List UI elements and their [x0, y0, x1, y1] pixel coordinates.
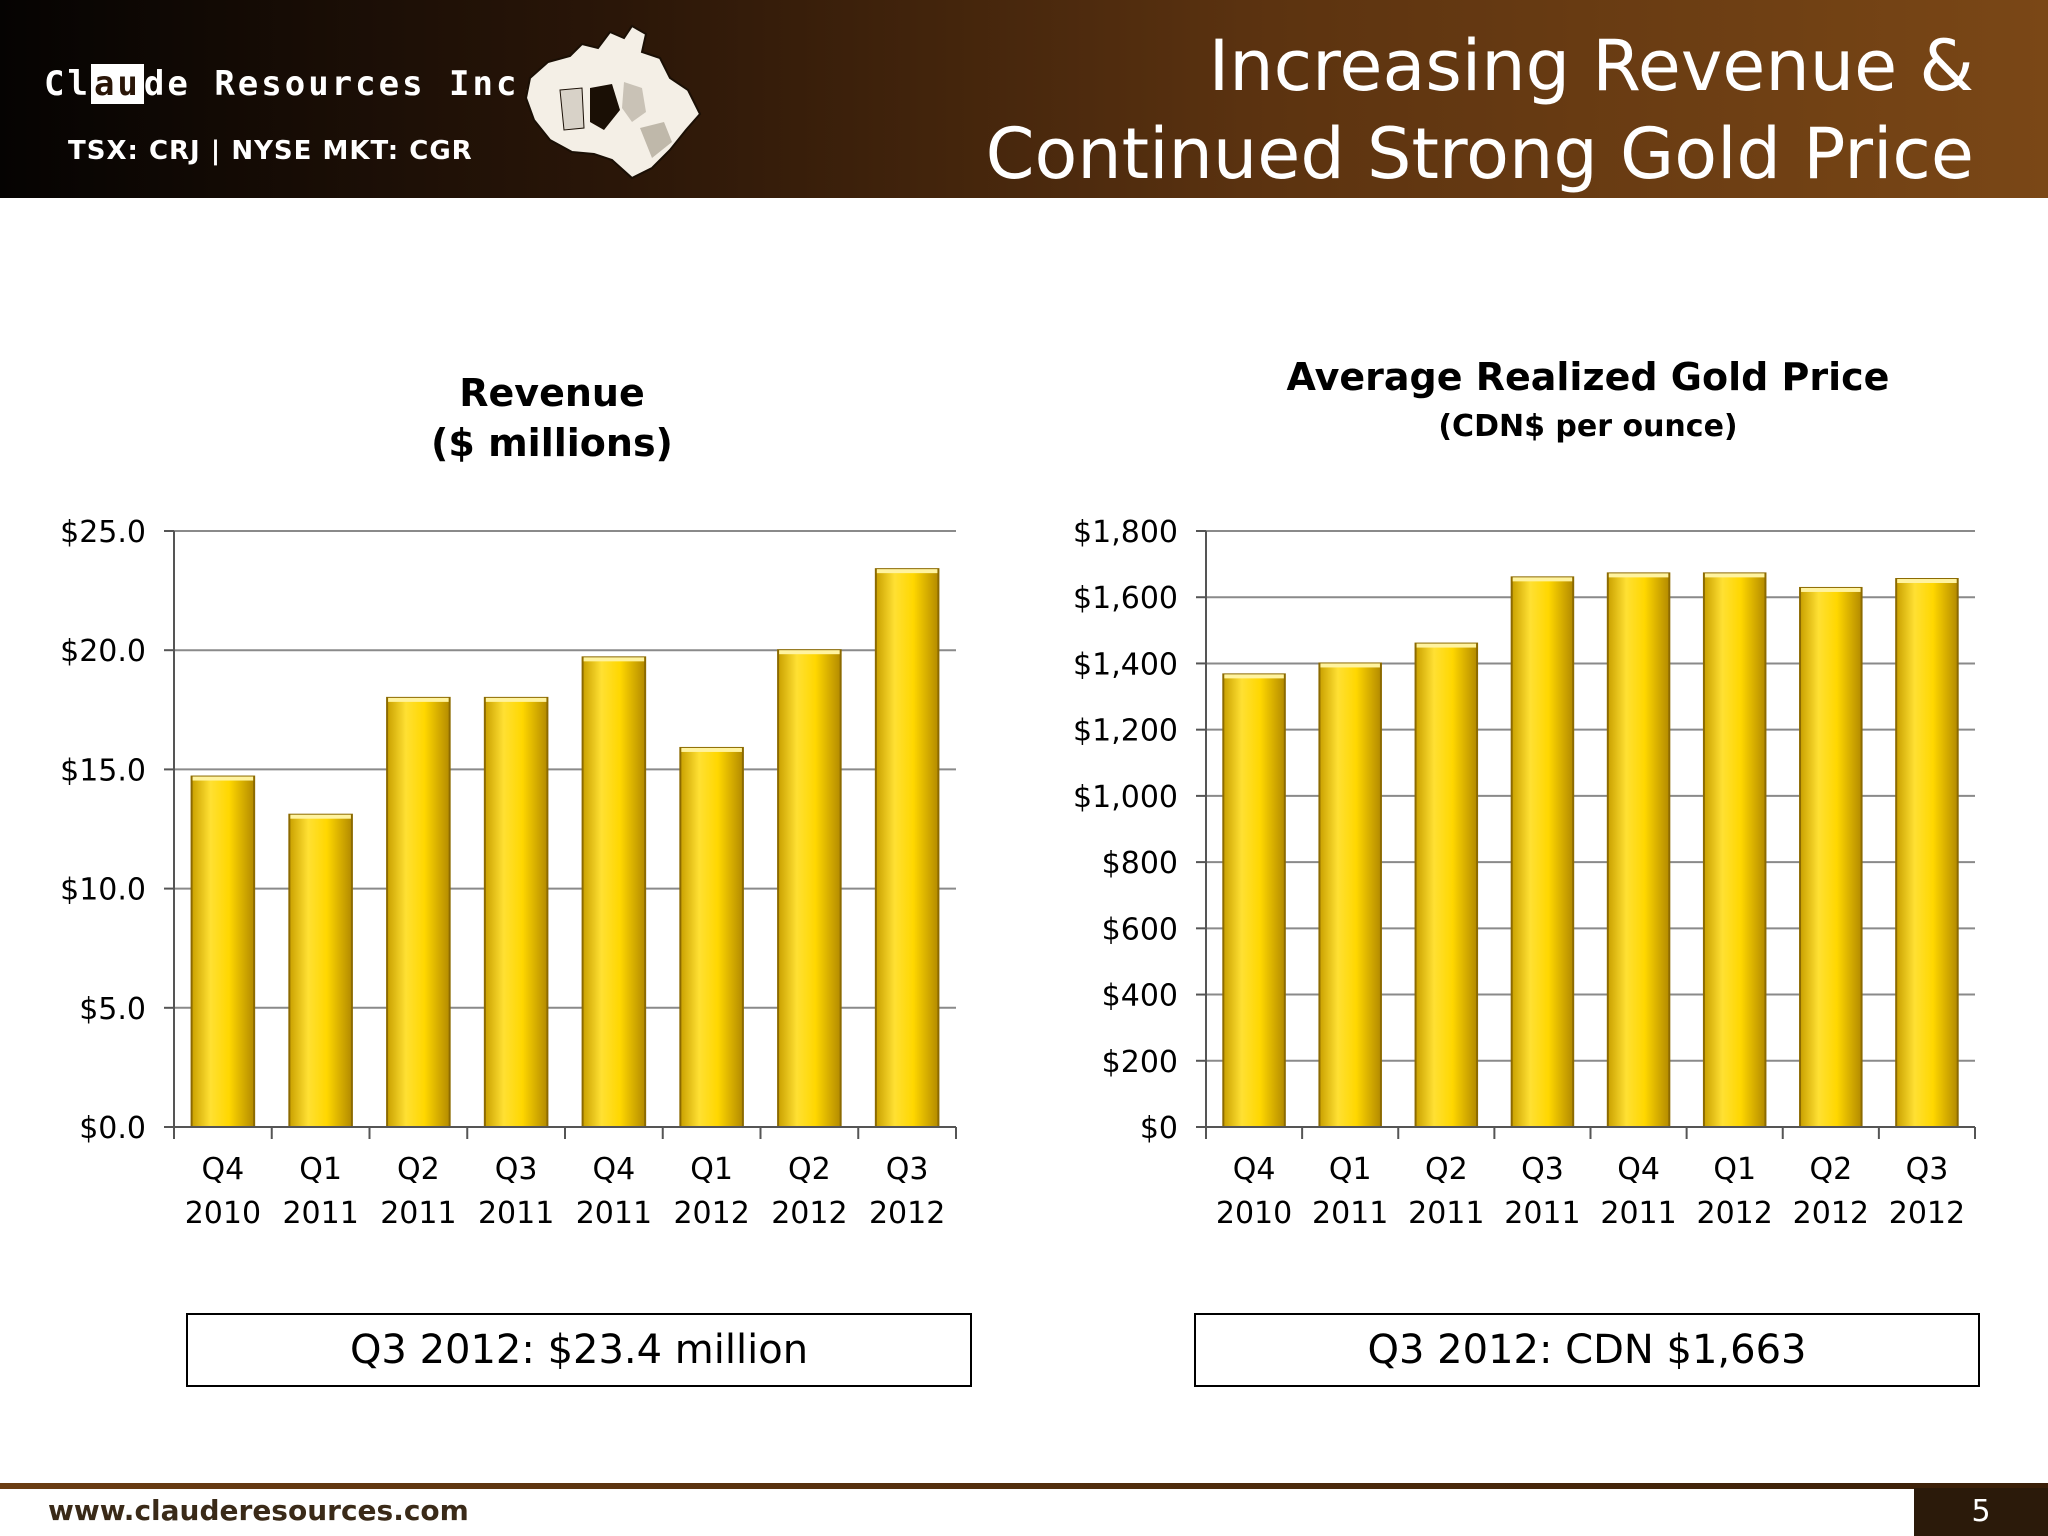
- revenue-callout: Q3 2012: $23.4 million: [186, 1313, 972, 1387]
- y-tick-label: $1,400: [1073, 647, 1178, 682]
- bar: [190, 775, 256, 1128]
- x-tick-label-quarter: Q1: [1713, 1152, 1756, 1187]
- x-tick-label-year: 2011: [1408, 1196, 1484, 1231]
- x-tick-label-year: 2011: [1312, 1196, 1388, 1231]
- bar: [777, 649, 842, 1128]
- x-tick-label-quarter: Q4: [202, 1152, 245, 1187]
- bar-highlight: [779, 650, 840, 655]
- revenue-chart: Revenue ($ millions) $0.0 $5.0 $10.0 $15.0 $20…: [60, 371, 957, 1231]
- x-tick-label-quarter: Q3: [495, 1152, 538, 1187]
- x-tick-label-year: 2012: [1697, 1196, 1773, 1231]
- x-tick-label-year: 2011: [576, 1196, 652, 1231]
- bar: [1606, 572, 1671, 1128]
- x-tick-label-quarter: Q4: [1233, 1152, 1276, 1187]
- x-tick-label-year: 2012: [1793, 1196, 1869, 1231]
- charts-canvas: Revenue ($ millions) $0.0 $5.0 $10.0 $15.0 $20…: [60, 355, 1976, 1231]
- x-tick-label-quarter: Q1: [1329, 1152, 1372, 1187]
- y-tick-label: $1,000: [1073, 780, 1178, 815]
- website-url: www.clauderesources.com: [48, 1494, 469, 1527]
- x-tick-label-year: 2012: [1889, 1196, 1965, 1231]
- x-tick-label-quarter: Q3: [1521, 1152, 1564, 1187]
- x-tick-label-quarter: Q2: [1425, 1152, 1468, 1187]
- bar-highlight: [1512, 577, 1573, 582]
- bar-highlight: [681, 747, 742, 752]
- gold-price-chart: Average Realized Gold Price (CDN$ per oun…: [1073, 355, 1976, 1231]
- bar-highlight: [192, 776, 254, 781]
- bar: [1702, 572, 1767, 1128]
- bar: [1318, 662, 1382, 1128]
- y-tick-label: $1,200: [1073, 714, 1178, 749]
- bar: [1895, 578, 1959, 1128]
- x-tick-label-year: 2011: [380, 1196, 456, 1231]
- bar: [581, 656, 647, 1128]
- y-tick-label: $15.0: [60, 753, 146, 788]
- bar-highlight: [876, 569, 938, 574]
- y-tick-label: $1,600: [1073, 581, 1178, 616]
- bar: [1414, 642, 1479, 1128]
- x-tick-label-year: 2010: [185, 1196, 261, 1231]
- y-tick-label: $20.0: [60, 634, 146, 669]
- footer-divider: [0, 1483, 2048, 1489]
- ticker-symbols: TSX: CRJ | NYSE MKT: CGR: [68, 136, 473, 166]
- x-tick-label-year: 2011: [1600, 1196, 1676, 1231]
- x-tick-label-quarter: Q4: [1617, 1152, 1660, 1187]
- y-tick-label: $400: [1102, 979, 1178, 1014]
- bar-highlight: [1416, 643, 1477, 648]
- y-tick-label: $0.0: [79, 1111, 146, 1146]
- y-tick-label: $5.0: [79, 992, 146, 1027]
- bar: [288, 813, 353, 1128]
- y-tick-label: $800: [1102, 846, 1178, 881]
- x-tick-label-year: 2011: [282, 1196, 358, 1231]
- title-line-1: Increasing Revenue &: [1208, 25, 1974, 107]
- bar-highlight: [1224, 674, 1284, 679]
- bar-highlight: [1704, 573, 1765, 578]
- x-tick-label-quarter: Q1: [299, 1152, 342, 1187]
- x-tick-label-quarter: Q2: [397, 1152, 440, 1187]
- bar: [386, 696, 451, 1128]
- bar: [874, 568, 940, 1128]
- x-tick-label-quarter: Q3: [1906, 1152, 1949, 1187]
- x-tick-label-year: 2012: [673, 1196, 749, 1231]
- bar-highlight: [485, 697, 547, 702]
- x-tick-label-year: 2011: [478, 1196, 554, 1231]
- y-tick-label: $600: [1102, 912, 1178, 947]
- bar: [483, 696, 549, 1128]
- x-tick-label-quarter: Q4: [593, 1152, 636, 1187]
- bar-highlight: [1897, 579, 1957, 584]
- title-line-2: Continued Strong Gold Price: [985, 113, 1974, 195]
- bar-highlight: [388, 697, 449, 702]
- y-tick-label: $25.0: [60, 515, 146, 550]
- bar-highlight: [583, 657, 645, 662]
- gold-price-callout: Q3 2012: CDN $1,663: [1194, 1313, 1980, 1387]
- bar-highlight: [1608, 573, 1669, 578]
- x-tick-label-year: 2012: [869, 1196, 945, 1231]
- y-tick-label: $200: [1102, 1045, 1178, 1080]
- header-banner: Claude Resources Inc. TSX: CRJ | NYSE MK…: [0, 0, 2048, 198]
- bar: [679, 746, 744, 1128]
- bar: [1799, 586, 1863, 1128]
- x-tick-label-year: 2011: [1504, 1196, 1580, 1231]
- chart-subtitle: ($ millions): [431, 421, 673, 465]
- y-tick-label: $10.0: [60, 873, 146, 908]
- slide-title: Increasing Revenue & Continued Strong Go…: [986, 22, 1974, 198]
- bar: [1222, 673, 1286, 1128]
- company-logo: Claude Resources Inc.: [44, 64, 543, 104]
- bar-highlight: [1320, 663, 1380, 668]
- x-tick-label-quarter: Q1: [690, 1152, 733, 1187]
- chart-subtitle: (CDN$ per ounce): [1438, 409, 1737, 444]
- x-tick-label-year: 2010: [1216, 1196, 1292, 1231]
- page-number: 5: [1914, 1488, 2048, 1536]
- bar-highlight: [290, 814, 351, 819]
- bar-highlight: [1801, 587, 1861, 592]
- y-tick-label: $0: [1140, 1111, 1178, 1146]
- x-tick-label-year: 2012: [771, 1196, 847, 1231]
- canada-map-icon: [524, 24, 702, 180]
- x-tick-label-quarter: Q2: [788, 1152, 831, 1187]
- x-tick-label-quarter: Q2: [1809, 1152, 1852, 1187]
- x-tick-label-quarter: Q3: [886, 1152, 929, 1187]
- y-tick-label: $1,800: [1073, 515, 1178, 550]
- chart-title: Average Realized Gold Price: [1287, 355, 1890, 399]
- chart-title: Revenue: [459, 371, 644, 415]
- bar: [1510, 576, 1575, 1128]
